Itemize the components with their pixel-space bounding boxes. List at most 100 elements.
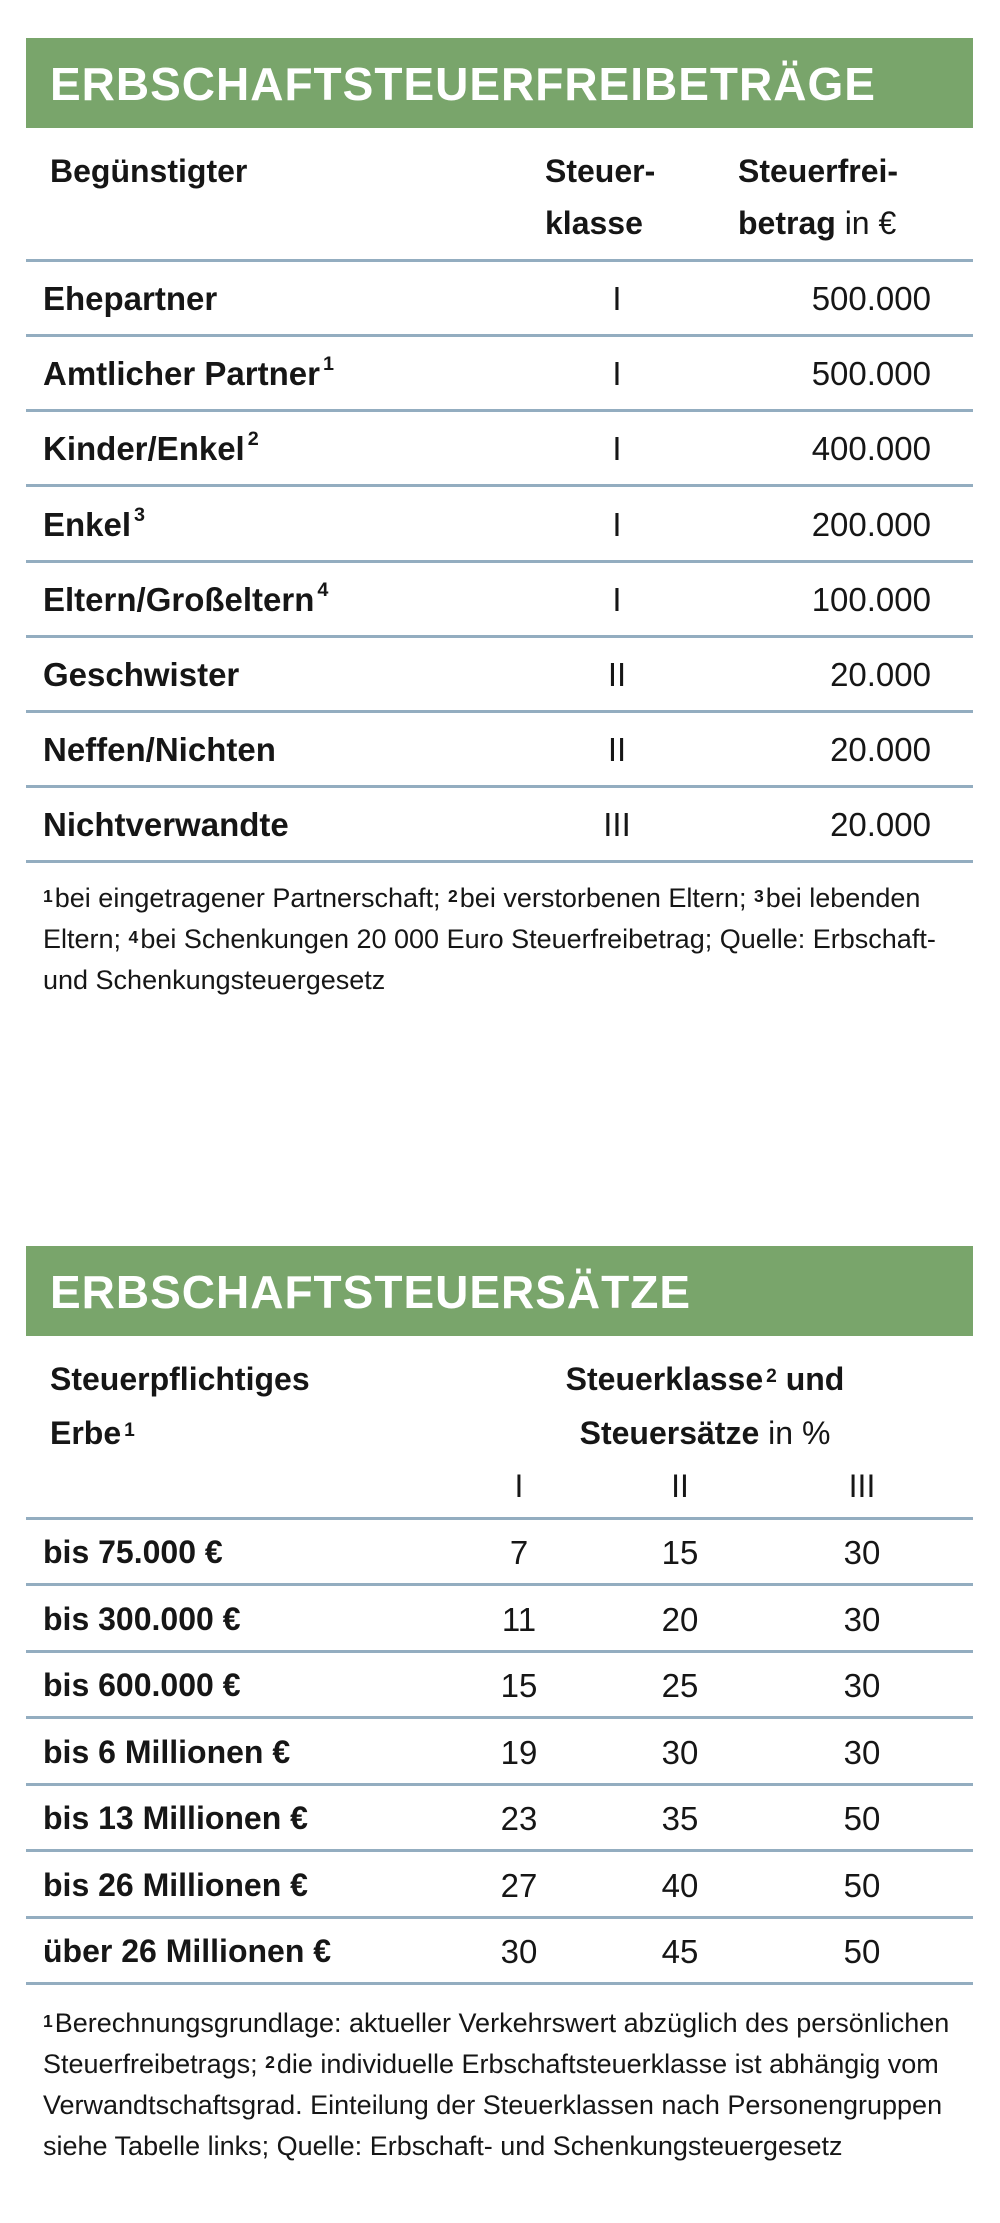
row-divider [26,1782,973,1786]
footnote-marker: 4 [128,927,139,947]
table-row: bis 600.000 € 15 25 30 [26,1651,973,1719]
rate-cell: 30 [843,1600,881,1638]
footnote-text: bei Schenkungen 20 000 Euro Steuerfreibe… [43,924,936,995]
beneficiary-label: Kinder/Enkel [43,430,245,468]
tax-class-cell: I [612,430,622,468]
rate-cell: 25 [661,1667,699,1704]
estate-label: bis 75.000 € [43,1534,223,1570]
footnote-ref: 4 [317,578,329,601]
footnote-marker: 3 [753,886,764,906]
table2-title: ERBSCHAFTSTEUERSÄTZE [26,1246,973,1336]
footnote-text: bei verstorbenen Eltern; [459,883,754,913]
estate-label: bis 300.000 € [43,1600,241,1637]
row-divider [26,1716,973,1719]
header-allowance: Steuerfrei- betrag in € [738,145,898,249]
tax-class-cell: II [607,656,627,693]
rate-cell: 15 [661,1534,699,1571]
table-row: Nichtverwandte III 20.000 [26,786,973,864]
header-tax-class-line1: Steuer- [545,153,656,189]
rate-cell: 50 [843,1800,881,1837]
allowance-cell: 20.000 [830,806,931,844]
table-row: Ehepartner I 500.000 [26,260,973,337]
rate-cell: 7 [509,1534,529,1571]
row-divider [26,1649,973,1653]
header-beneficiary: Begünstigter [50,153,248,189]
header-classes: Steuerklasse 2 und Steuersätze in % [480,1352,930,1460]
header-tax-class: Steuer- klasse [545,145,655,249]
footnote-ref: 2 [766,1366,777,1387]
header-allowance-line1: Steuerfrei- [738,153,899,189]
header-divider [26,1517,973,1520]
rate-cell: 19 [500,1733,538,1771]
beneficiary-label: Ehepartner [43,280,218,317]
tax-class-cell: III [603,806,631,844]
beneficiary-cell: Geschwister [43,656,239,694]
class-column-ii: II [671,1468,689,1504]
allowance-cell: 20.000 [830,731,931,769]
table-row: bis 13 Millionen € 23 35 50 [26,1784,973,1852]
rate-cell: 30 [661,1733,699,1771]
table1-title: ERBSCHAFTSTEUERFREIBETRÄGE [26,38,973,128]
beneficiary-cell: Amtlicher Partner 1 [43,353,334,393]
table-row: Eltern/Großeltern 4 I 100.000 [26,561,973,638]
allowance-cell: 400.000 [811,430,931,468]
table-row: über 26 Millionen € 30 45 50 [26,1917,973,1985]
row-divider [26,409,973,413]
allowance-cell: 500.000 [811,280,931,317]
table-row: bis 6 Millionen € 19 30 30 [26,1718,973,1786]
allowance-cell: 20.000 [830,656,931,693]
beneficiary-label: Eltern/Großeltern [43,580,315,618]
table-row: bis 75.000 € 7 15 30 [26,1518,973,1586]
rate-cell: 27 [500,1866,538,1904]
row-divider [26,860,973,864]
rate-cell: 50 [843,1933,881,1970]
row-divider [26,1915,973,1919]
table-row: Kinder/Enkel 2 I 400.000 [26,410,973,488]
footnote-text: bei lebenden Eltern; [43,883,921,954]
rate-cell: 23 [500,1800,538,1837]
footnote-marker: 1 [43,886,53,906]
estate-label: bis 600.000 € [43,1667,241,1703]
estate-label: bis 26 Millionen € [43,1866,308,1903]
header-estate: Steuerpflichtiges Erbe 1 [50,1352,310,1460]
header-classes-line2: Steuersätze [579,1415,760,1451]
footnote-marker: 2 [448,886,458,906]
table1-footnotes: 1bei eingetragener Partnerschaft; 2bei v… [43,878,963,1001]
footnote-text: Berechnungsgrundlage: aktueller Verkehrs… [43,2008,950,2079]
allowance-cell: 500.000 [811,355,931,393]
beneficiary-label: Amtlicher Partner [43,355,320,393]
beneficiary-cell: Enkel 3 [43,503,146,544]
footnote-text: bei eingetragener Partnerschaft; [54,883,449,913]
beneficiary-cell: Ehepartner [43,280,217,318]
rate-cell: 15 [500,1667,538,1704]
rate-cell: 45 [661,1933,699,1970]
row-divider [26,1849,973,1852]
row-divider [26,334,973,337]
footnote-ref: 1 [124,1420,135,1441]
estate-label: über 26 Millionen € [43,1933,332,1969]
header-estate-line2: Erbe [50,1415,122,1451]
footnote-ref: 3 [134,503,146,526]
table-row: Enkel 3 I 200.000 [26,486,973,563]
table-row: bis 26 Millionen € 27 40 50 [26,1851,973,1919]
row-divider [26,710,973,713]
class-columns: I II III [0,1468,1000,1508]
rate-cell: 30 [500,1933,538,1970]
beneficiary-cell: Kinder/Enkel 2 [43,428,259,468]
tax-class-cell: I [612,505,622,543]
class-column-i: I [514,1468,524,1504]
footnote-marker: 2 [265,2052,275,2072]
footnote-marker: 1 [43,2011,53,2031]
beneficiary-label: Neffen/Nichten [43,731,276,769]
rate-cell: 35 [661,1800,699,1837]
row-divider [26,1982,973,1985]
header-divider [26,259,973,262]
row-divider [26,634,973,638]
rate-cell: 30 [843,1733,881,1771]
allowance-cell: 200.000 [811,505,931,543]
row-divider [26,559,973,563]
header-estate-line1: Steuerpflichtiges [50,1361,310,1397]
class-column-iii: III [848,1468,876,1504]
allowance-cell: 100.000 [811,580,931,618]
footnote-ref: 2 [247,428,259,451]
